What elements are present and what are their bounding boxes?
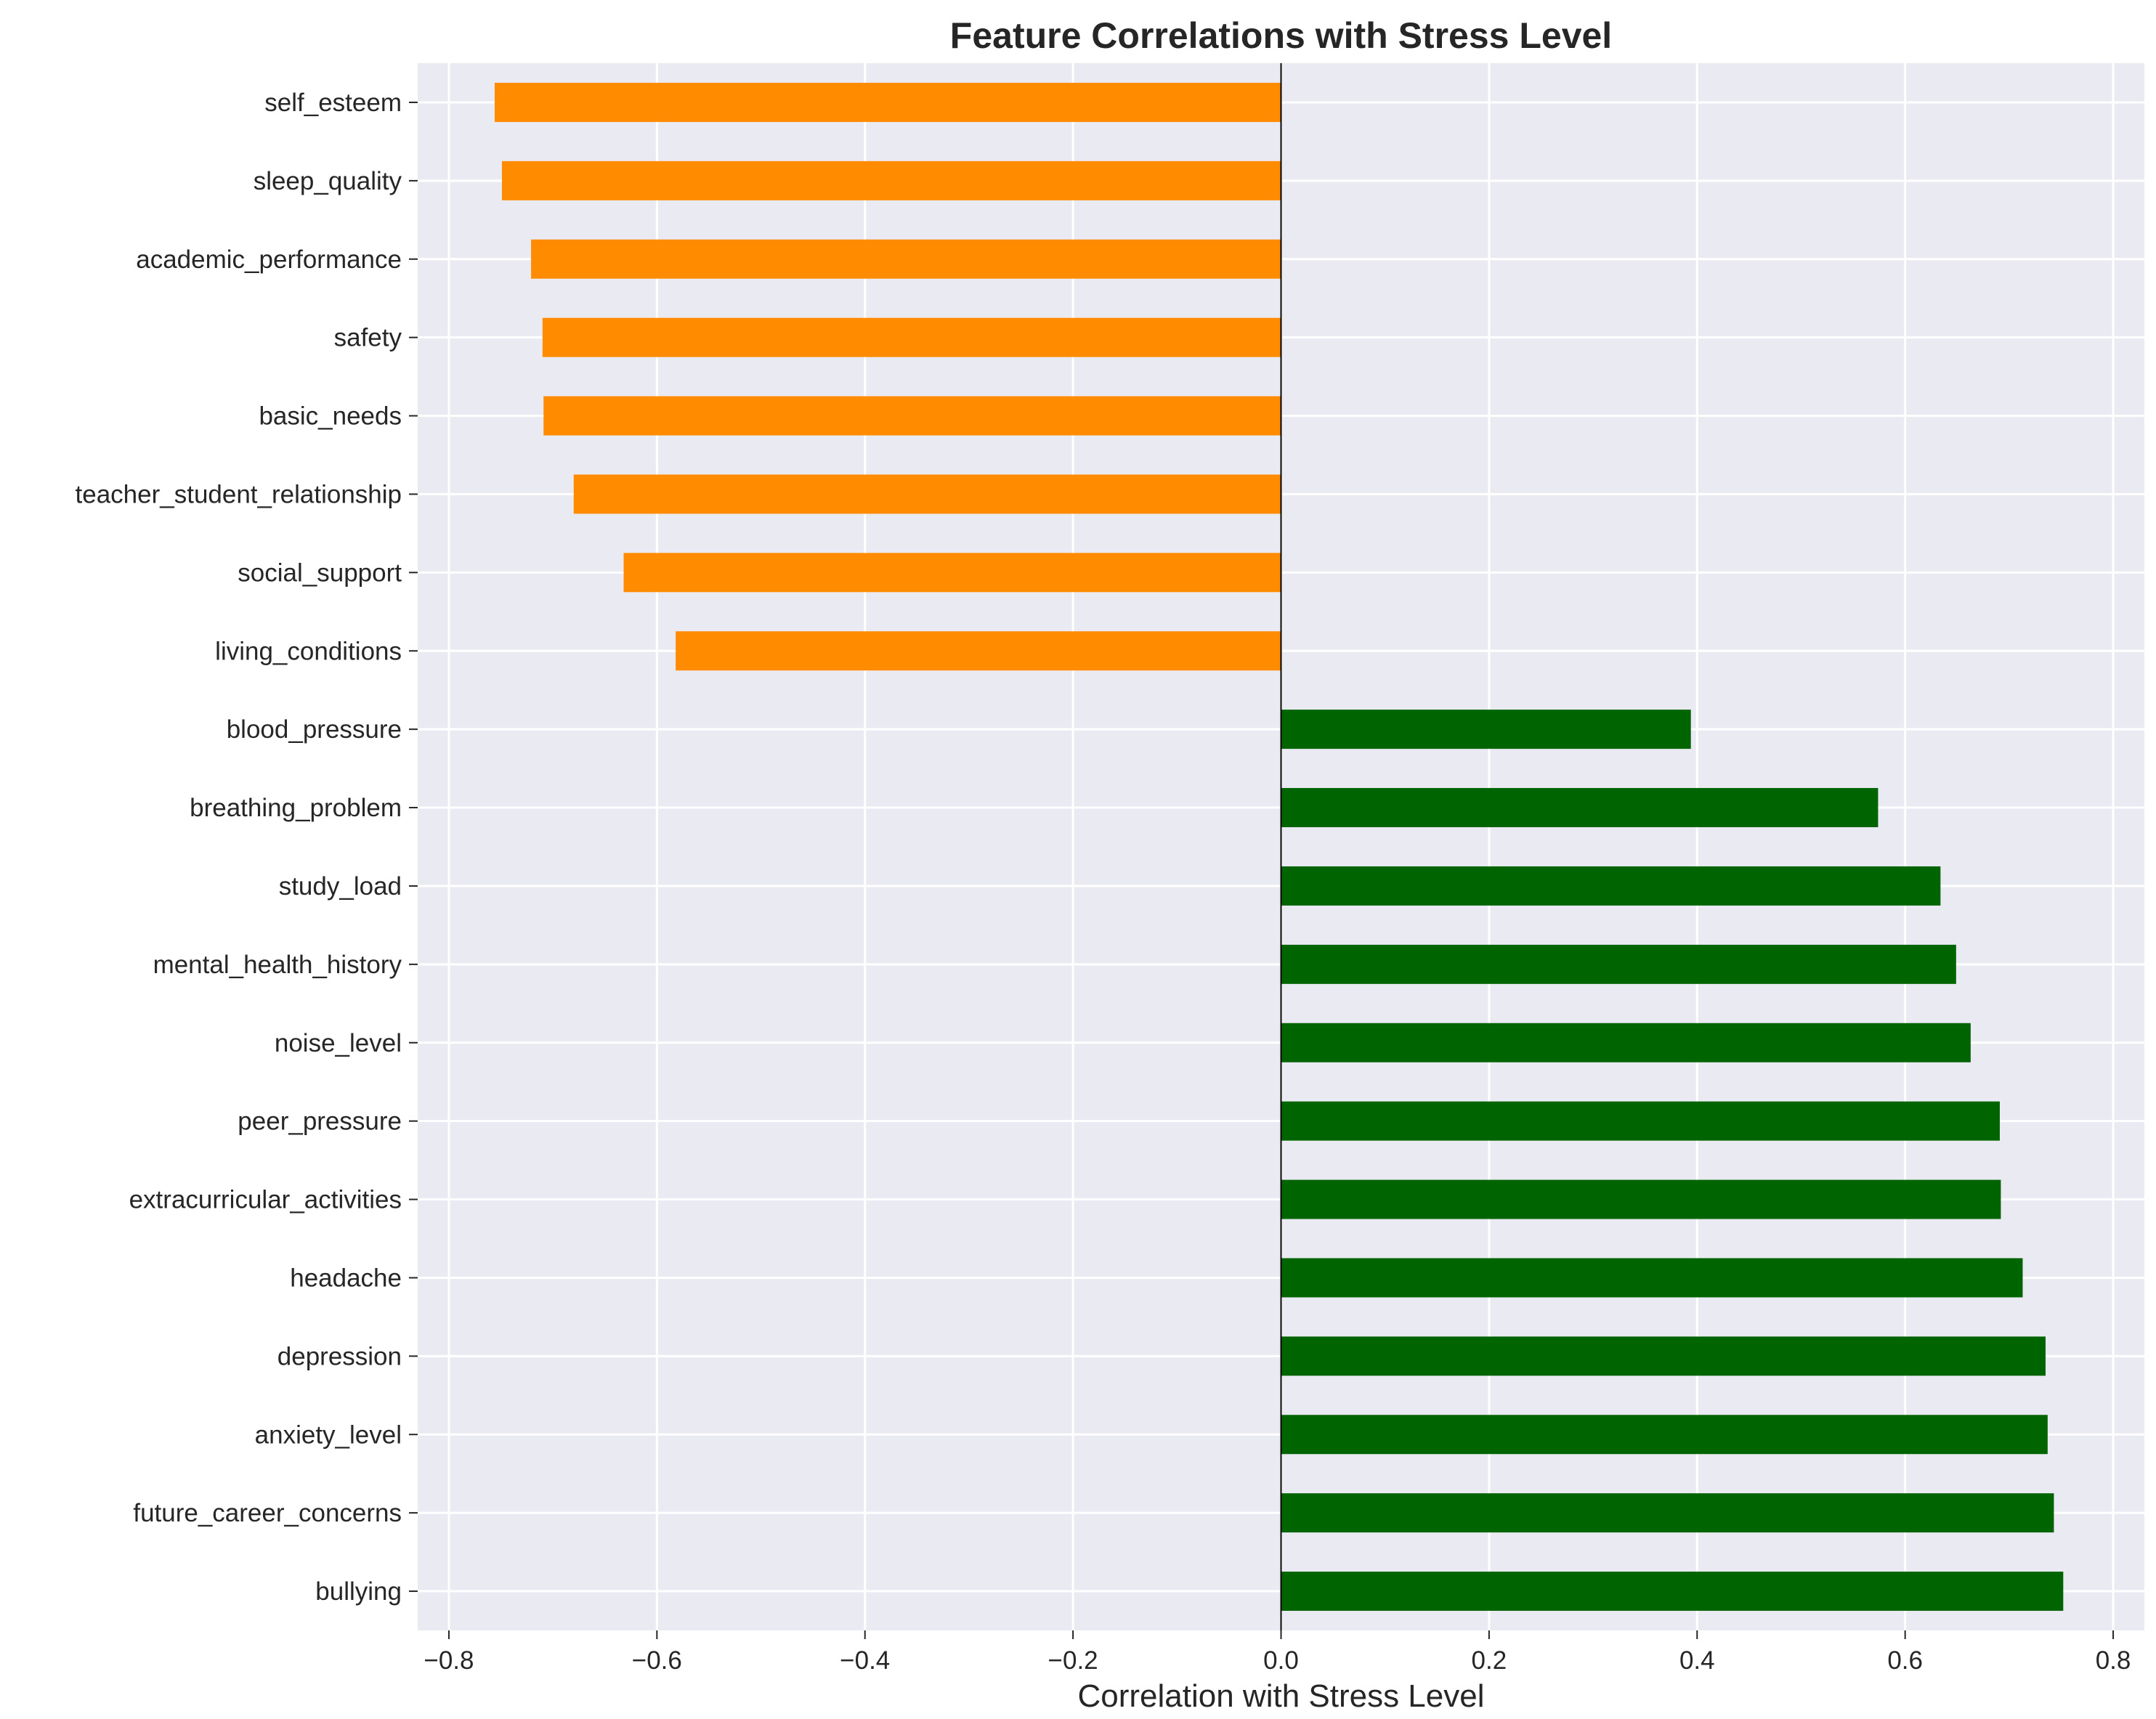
- bars: [494, 82, 2064, 1612]
- bar-social-support: [623, 553, 1281, 593]
- y-tick-label-peer-pressure: peer_pressure: [238, 1108, 402, 1136]
- bar-headache: [1281, 1258, 2023, 1298]
- y-tick-label-depression: depression: [277, 1342, 402, 1370]
- x-tick-label: −0.2: [1048, 1646, 1098, 1675]
- y-tick-label-basic-needs: basic_needs: [259, 402, 402, 431]
- chart-title: Feature Correlations with Stress Level: [950, 15, 1612, 56]
- bar-future-career-concerns: [1281, 1493, 2054, 1533]
- bar-mental-health-history: [1281, 944, 1956, 984]
- bar-living-conditions: [676, 631, 1281, 671]
- bar-anxiety-level: [1281, 1415, 2048, 1455]
- bar-breathing-problem: [1281, 788, 1879, 828]
- x-tick-label: −0.8: [423, 1646, 474, 1675]
- bar-self-esteem: [494, 82, 1281, 122]
- bar-study-load: [1281, 866, 1941, 906]
- y-tick-label-social-support: social_support: [238, 558, 402, 587]
- bar-sleep-quality: [501, 160, 1281, 200]
- x-tick-label: 0.8: [2096, 1646, 2131, 1675]
- y-tick-label-sleep-quality: sleep_quality: [254, 167, 402, 195]
- y-tick-label-academic-performance: academic_performance: [136, 245, 402, 274]
- x-axis-ticks: −0.8 −0.6 −0.4 −0.2 0.0 0.2 0.4 0.6 0.8: [423, 1630, 2131, 1675]
- y-tick-label-study-load: study_load: [279, 872, 402, 901]
- x-tick-label: −0.6: [632, 1646, 682, 1675]
- y-axis-ticks: self_esteem sleep_quality academic_perform…: [76, 89, 418, 1606]
- x-tick-label: 0.4: [1679, 1646, 1715, 1675]
- y-tick-label-bullying: bullying: [315, 1577, 402, 1606]
- bar-teacher-student-relationship: [573, 474, 1281, 514]
- bar-bullying: [1281, 1572, 2064, 1612]
- bar-academic-performance: [531, 239, 1281, 279]
- bar-extracurricular-activities: [1281, 1179, 2001, 1219]
- x-tick-label: −0.4: [840, 1646, 890, 1675]
- bar-blood-pressure: [1281, 710, 1691, 749]
- x-tick-label: 0.6: [1887, 1646, 1923, 1675]
- bar-depression: [1281, 1336, 2046, 1376]
- y-tick-label-mental-health-history: mental_health_history: [153, 951, 402, 979]
- y-tick-label-teacher-student-relationship: teacher_student_relationship: [76, 480, 402, 508]
- y-tick-label-safety: safety: [334, 324, 402, 352]
- y-tick-label-anxiety-level: anxiety_level: [255, 1421, 402, 1449]
- bar-peer-pressure: [1281, 1101, 2000, 1141]
- y-tick-label-living-conditions: living_conditions: [215, 637, 402, 665]
- y-tick-label-noise-level: noise_level: [275, 1029, 402, 1057]
- bar-noise-level: [1281, 1023, 1971, 1062]
- y-tick-label-headache: headache: [290, 1264, 402, 1292]
- y-tick-label-future-career-concerns: future_career_concerns: [133, 1499, 402, 1527]
- y-tick-label-breathing-problem: breathing_problem: [190, 794, 402, 822]
- y-tick-label-blood-pressure: blood_pressure: [227, 715, 402, 744]
- bar-safety: [542, 317, 1281, 357]
- x-tick-label: 0.2: [1472, 1646, 1507, 1675]
- bar-basic-needs: [543, 396, 1281, 436]
- x-tick-label: 0.0: [1263, 1646, 1299, 1675]
- x-axis-label: Correlation with Stress Level: [1077, 1678, 1484, 1714]
- y-tick-label-extracurricular-activities: extracurricular_activities: [129, 1186, 402, 1214]
- y-tick-label-self-esteem: self_esteem: [264, 89, 402, 117]
